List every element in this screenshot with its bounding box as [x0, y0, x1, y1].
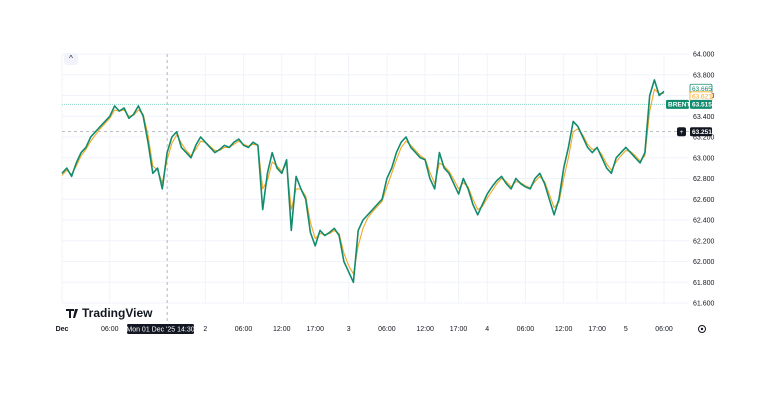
x-tick-label: 17:00	[306, 326, 324, 333]
x-tick-label: 2	[203, 326, 207, 333]
tradingview-logo-text: TradingView	[82, 306, 153, 320]
x-tick-label: 5	[624, 326, 628, 333]
symbol-tag-box	[666, 99, 689, 109]
y-tick-label: 62.800	[693, 176, 715, 183]
crosshair-time-label: Mon 01 Dec '25 14:30	[126, 326, 194, 333]
crosshair-add-button[interactable]	[677, 127, 686, 137]
x-tick-label: 06:00	[235, 326, 253, 333]
price-tag-symbol-box	[690, 99, 712, 109]
crosshair-price-box	[690, 127, 712, 137]
y-tick-label: 62.600	[693, 197, 715, 204]
x-axis: Dec 06:00 2 06:00 12:00 17:00 3 06:00 12:00 17:00…	[56, 326, 673, 333]
x-tick-label: Dec	[56, 326, 69, 333]
collapse-toggle-button[interactable]: ^	[64, 53, 78, 65]
series-layer	[61, 79, 665, 284]
crosshair-labels: +63.251 Mon 01 Dec '25 14:30	[126, 127, 712, 334]
settings-button[interactable]	[698, 325, 706, 333]
crosshair-price-label: 63.251	[692, 129, 712, 136]
settings-icon	[700, 327, 704, 331]
x-tick-label: 06:00	[101, 326, 119, 333]
crosshair-time-box	[127, 324, 194, 334]
y-tick-label: 63.800	[693, 72, 715, 79]
y-tick-label: 62.400	[693, 218, 715, 225]
price-tag-avg: 63.621	[692, 94, 712, 101]
x-tick-label: 17:00	[450, 326, 468, 333]
x-tick-label: 06:00	[378, 326, 396, 333]
x-tick-label: 06:00	[655, 326, 673, 333]
tradingview-logo-icon	[66, 309, 78, 318]
y-tick-label: 64.000	[693, 52, 715, 59]
y-tick-label: 62.200	[693, 238, 715, 245]
x-tick-label: 17:00	[588, 326, 606, 333]
y-tick-label: 63.400	[693, 114, 715, 121]
y-tick-label: 62.000	[693, 259, 715, 266]
plus-icon: +	[680, 129, 684, 136]
grid	[61, 53, 689, 304]
series-line-brent	[61, 79, 665, 284]
series-line-secondary	[61, 88, 664, 275]
price-tag-symbol: 63.515	[692, 102, 712, 109]
x-tick-label: 3	[347, 326, 351, 333]
y-tick-label: 61.800	[693, 280, 715, 287]
x-tick-label: 12:00	[555, 326, 573, 333]
x-tick-label: 12:00	[273, 326, 291, 333]
x-tick-label: 4	[485, 326, 489, 333]
y-tick-label: 63.000	[693, 155, 715, 162]
price-tag-last: 63.665	[692, 86, 712, 93]
y-tick-label: 63.200	[693, 135, 715, 142]
symbol-tag: BRENT	[668, 102, 690, 109]
x-tick-label: 06:00	[517, 326, 535, 333]
x-tick-label: 12:00	[416, 326, 434, 333]
y-tick-label: 61.600	[693, 301, 715, 308]
tradingview-logo: TradingView	[66, 306, 153, 320]
